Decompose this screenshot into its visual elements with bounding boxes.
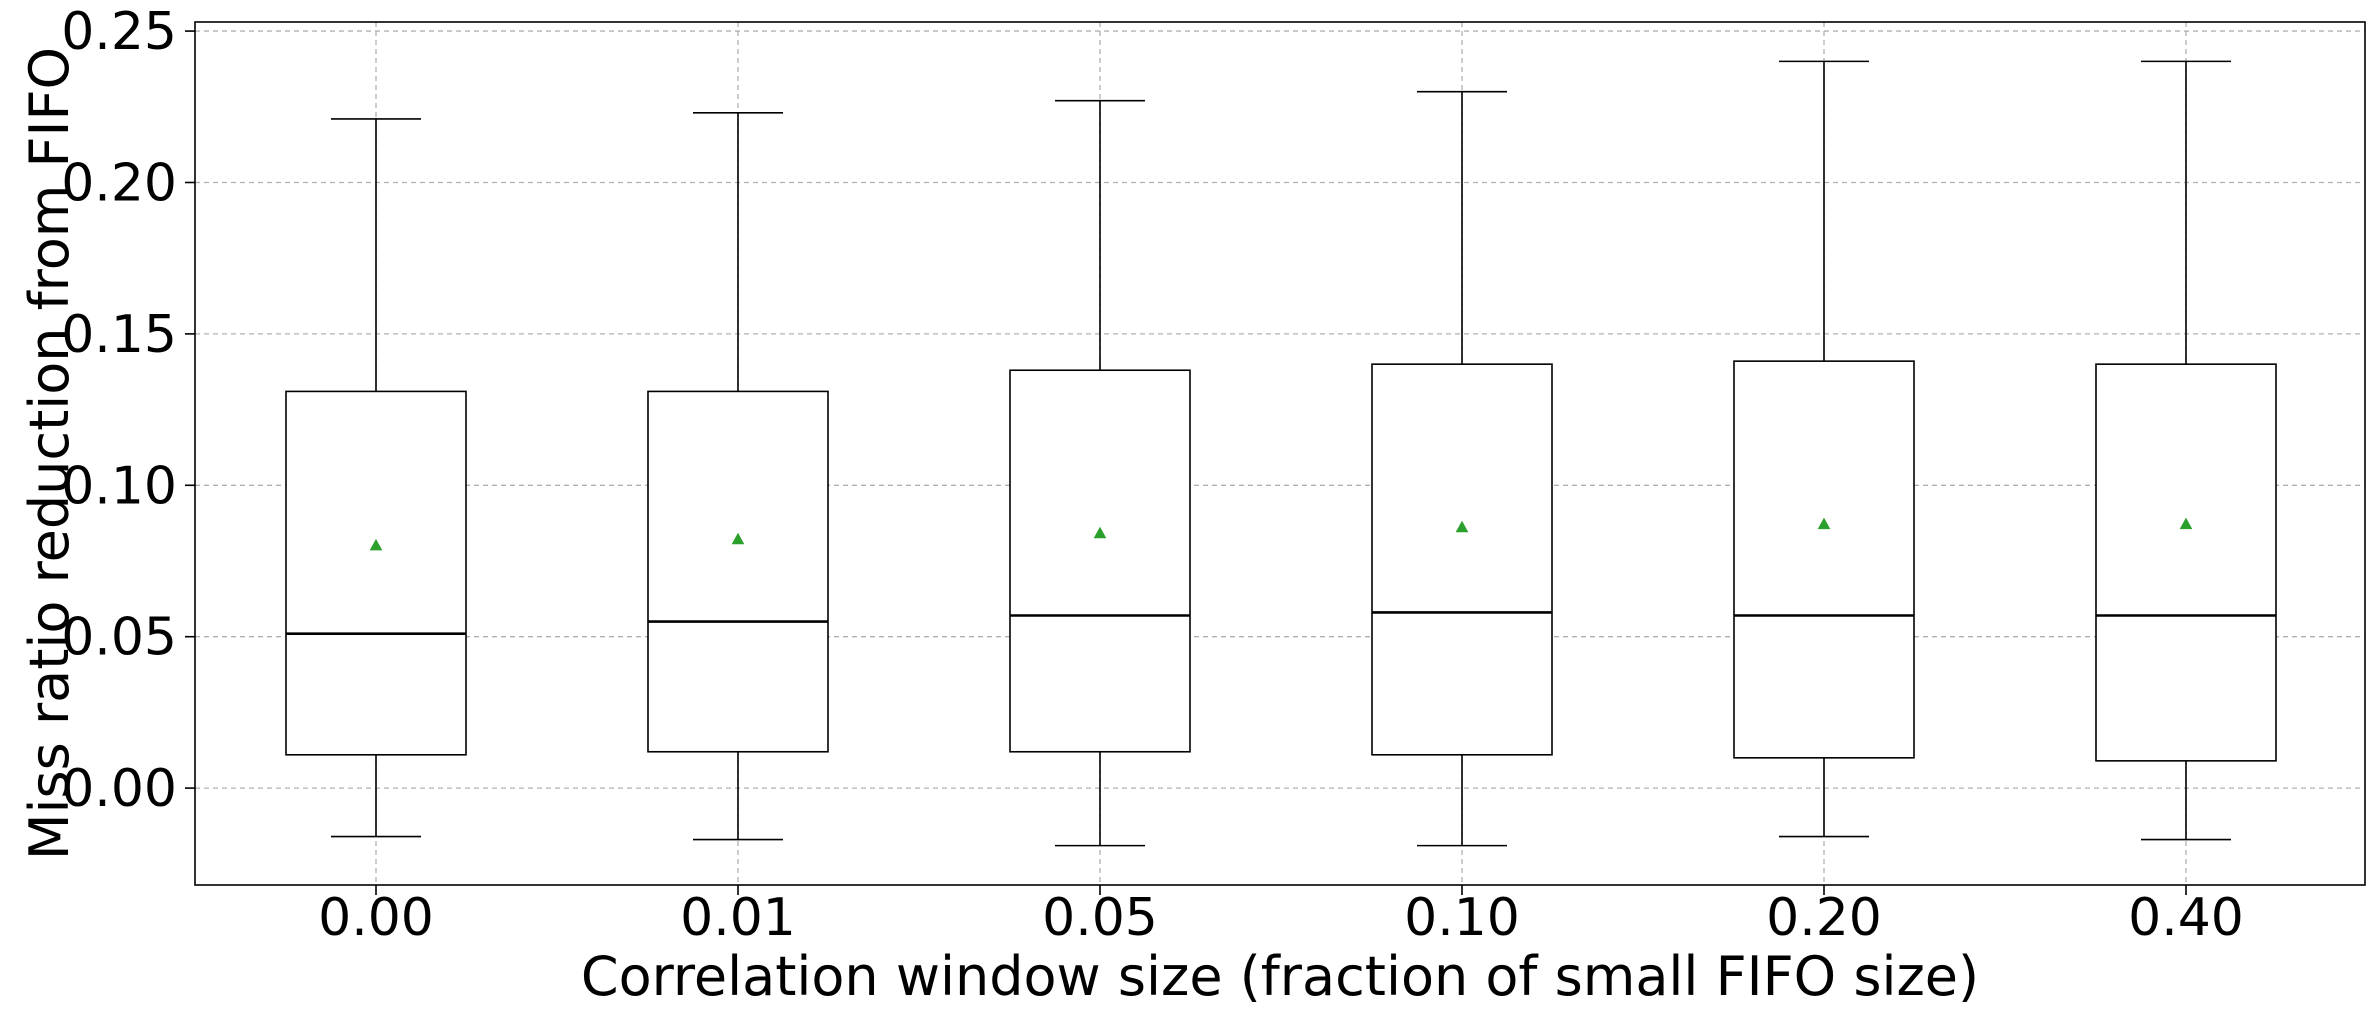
y-tick-label: 0.00: [61, 759, 177, 819]
mean-marker: [1817, 517, 1831, 530]
x-axis-ticks: 0.00 0.01 0.05 0.10 0.20 0.40: [318, 885, 2244, 948]
y-tick-label: 0.25: [61, 2, 177, 62]
x-tick-label: 0.40: [2128, 888, 2244, 948]
y-tick-label: 0.05: [61, 608, 177, 668]
x-axis-label: Correlation window size (fraction of sma…: [581, 945, 1979, 1008]
iqr-box: [1371, 363, 1553, 756]
iqr-box: [285, 390, 467, 756]
plot-area-frame: [194, 21, 2366, 886]
mean-marker: [1455, 520, 1469, 533]
x-tick-label: 0.01: [680, 888, 796, 948]
iqr-box: [2095, 363, 2277, 762]
box-series: [285, 60, 2277, 847]
box-0.05: [1009, 99, 1191, 847]
box-0.01: [647, 112, 829, 841]
y-axis-ticks: 0.00 0.05 0.10 0.15 0.20 0.25: [61, 2, 195, 819]
grid-lines: [195, 22, 2365, 885]
x-tick-label: 0.05: [1042, 888, 1158, 948]
x-tick-label: 0.00: [318, 888, 434, 948]
mean-marker: [731, 532, 745, 545]
box-0.00: [285, 118, 467, 838]
mean-marker: [369, 538, 383, 551]
x-tick-label: 0.20: [1766, 888, 1882, 948]
box-0.40: [2095, 60, 2277, 841]
y-tick-label: 0.20: [61, 153, 177, 213]
y-tick-label: 0.15: [61, 305, 177, 365]
iqr-box: [1733, 360, 1915, 759]
x-tick-label: 0.10: [1404, 888, 1520, 948]
y-tick-label: 0.10: [61, 456, 177, 516]
mean-marker: [2179, 517, 2193, 530]
y-axis-label: Miss ratio reduction from FIFO: [18, 47, 81, 860]
box-0.20: [1733, 60, 1915, 838]
iqr-box: [647, 390, 829, 753]
box-0.10: [1371, 90, 1553, 847]
iqr-box: [1009, 369, 1191, 753]
mean-marker: [1093, 526, 1107, 539]
